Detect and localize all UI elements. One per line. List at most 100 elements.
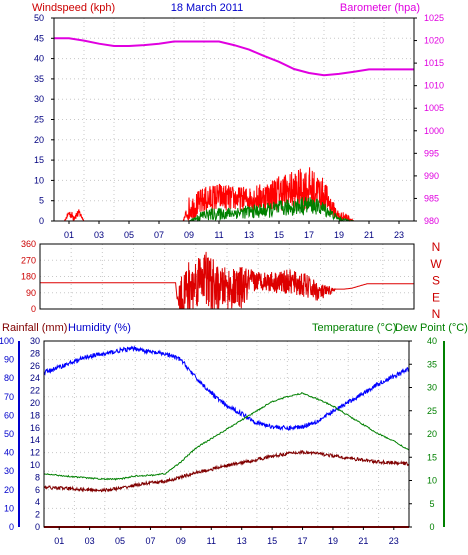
temp-panel-x-tick-label: 13 [237, 536, 247, 546]
rainfall-tick-label: 16 [30, 423, 40, 433]
rainfall-tick-label: 28 [30, 348, 40, 358]
humidity-tick-label: 90 [4, 355, 14, 365]
temperature-tick-label: 35 [427, 359, 437, 369]
rainfall-tick-label: 0 [35, 522, 40, 532]
barometer-tick-label: 1005 [424, 103, 444, 113]
humidity-tick-label: 20 [4, 485, 14, 495]
temp-panel-x-tick-label: 23 [389, 536, 399, 546]
barometer-tick-label: 990 [424, 171, 439, 181]
humidity-tick-label: 80 [4, 373, 14, 383]
windspeed-tick-label: 10 [34, 175, 44, 185]
rainfall-tick-label: 20 [30, 398, 40, 408]
temp-panel-x-tick-label: 01 [54, 536, 64, 546]
dew-point-axis-label: Dew Point (°C) [395, 322, 468, 334]
windspeed-tick-label: 15 [34, 155, 44, 165]
wind-panel-x-tick-label: 21 [364, 230, 374, 240]
chart-date-title: 18 March 2011 [171, 2, 244, 14]
rainfall-tick-label: 10 [30, 460, 40, 470]
direction-tick-label: 270 [21, 255, 36, 265]
temperature-tick-label: 30 [427, 383, 437, 393]
barometer-line [54, 37, 414, 77]
temperature-tick-label: 25 [427, 406, 437, 416]
tick-labels: 0510152025303540455098098599099510001005… [0, 13, 444, 546]
barometer-axis-label: Barometer (hpa) [340, 2, 420, 14]
temp-panel-frame [43, 340, 410, 528]
temp-panel-x-tick-label: 07 [145, 536, 155, 546]
wind-panel-x-tick-label: 13 [244, 230, 254, 240]
humidity-tick-label: 40 [4, 448, 14, 458]
barometer-tick-label: 995 [424, 148, 439, 158]
temperature-line [43, 391, 410, 481]
windspeed-tick-label: 0 [39, 216, 44, 226]
direction-tick-label: 0 [31, 304, 36, 314]
humidity-tick-label: 70 [4, 392, 14, 402]
wind-panel-x-tick-label: 11 [214, 230, 223, 240]
humidity-axis-label: Humidity (%) [68, 322, 131, 334]
rainfall-tick-label: 24 [30, 373, 40, 383]
windspeed-tick-label: 45 [34, 33, 44, 43]
panel-frames [18, 17, 445, 530]
humidity-tick-label: 10 [4, 503, 14, 513]
gridlines [40, 18, 414, 527]
windspeed-tick-label: 50 [34, 13, 44, 23]
barometer-tick-label: 985 [424, 193, 439, 203]
temp-panel-x-tick-label: 21 [358, 536, 368, 546]
wind-panel-x-tick-label: 03 [94, 230, 104, 240]
wind-panel-x-tick-label: 05 [124, 230, 134, 240]
temp-panel-x-tick-label: 17 [298, 536, 308, 546]
temp-panel-x-tick-label: 11 [207, 536, 216, 546]
temperature-tick-label: 15 [427, 452, 437, 462]
temp-panel-x-tick-label: 19 [328, 536, 338, 546]
direction-tick-label: 90 [26, 288, 36, 298]
direction-panel-frame [39, 243, 415, 310]
temp-panel-x-tick-label: 05 [115, 536, 125, 546]
wind-panel-x-tick-label: 01 [64, 230, 74, 240]
barometer-tick-label: 1020 [424, 36, 444, 46]
wind-panel-x-tick-label: 19 [334, 230, 344, 240]
direction-tick-label: 180 [21, 272, 36, 282]
temperature-tick-label: 5 [429, 499, 434, 509]
barometer-tick-label: 980 [424, 216, 439, 226]
rainfall-tick-label: 26 [30, 361, 40, 371]
temperature-tick-label: 0 [429, 522, 434, 532]
rainfall-tick-label: 30 [30, 336, 40, 346]
direction-tick-label: 360 [21, 239, 36, 249]
wind-panel-x-tick-label: 17 [304, 230, 314, 240]
windspeed-axis-label: Windspeed (kph) [32, 2, 115, 14]
rainfall-tick-label: 6 [35, 485, 40, 495]
wind-panel-x-tick-label: 15 [274, 230, 284, 240]
humidity-tick-label: 50 [4, 429, 14, 439]
temperature-tick-label: 10 [427, 476, 437, 486]
compass-label: S [432, 274, 440, 288]
rainfall-tick-label: 4 [35, 497, 40, 507]
windspeed-tick-label: 5 [39, 196, 44, 206]
barometer-tick-label: 1015 [424, 58, 444, 68]
wind-panel-x-tick-label: 07 [154, 230, 164, 240]
humidity-tick-label: 0 [9, 522, 14, 532]
windspeed-tick-label: 25 [34, 115, 44, 125]
windspeed-tick-label: 35 [34, 74, 44, 84]
rainfall-tick-label: 12 [30, 448, 40, 458]
temp-panel-x-tick-label: 03 [85, 536, 95, 546]
humidity-tick-label: 100 [0, 336, 14, 346]
compass-label: W [430, 257, 442, 271]
compass-label: N [432, 240, 441, 254]
rainfall-tick-label: 8 [35, 472, 40, 482]
windspeed-tick-label: 40 [34, 54, 44, 64]
wind-direction-line [40, 251, 414, 310]
windspeed-tick-label: 30 [34, 94, 44, 104]
wind-panel-x-tick-label: 23 [394, 230, 404, 240]
dew-point-line [43, 449, 410, 493]
humidity-tick-label: 60 [4, 410, 14, 420]
compass-label: E [432, 290, 440, 304]
humidity-line [43, 345, 410, 431]
rainfall-axis-label: Rainfall (mm) [2, 322, 67, 334]
temp-panel-x-tick-label: 15 [267, 536, 277, 546]
barometer-tick-label: 1000 [424, 126, 444, 136]
windspeed-tick-label: 20 [34, 135, 44, 145]
barometer-tick-label: 1025 [424, 13, 444, 23]
temperature-tick-label: 20 [427, 429, 437, 439]
temp-panel-x-tick-label: 09 [176, 536, 186, 546]
wind-panel-x-tick-label: 09 [184, 230, 194, 240]
